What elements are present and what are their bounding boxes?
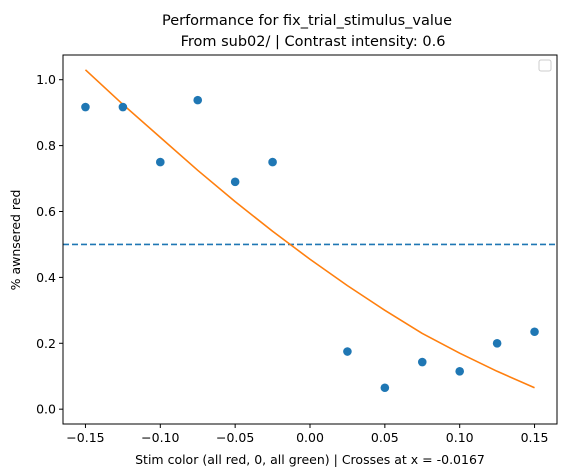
y-tick-label: 0.6	[36, 204, 56, 219]
y-tick-label: 0.0	[36, 402, 56, 417]
y-tick-label: 0.8	[36, 138, 56, 153]
x-tick-label: −0.10	[141, 430, 179, 445]
data-point	[492, 338, 502, 348]
data-point	[118, 102, 128, 112]
data-point	[380, 383, 390, 393]
data-point	[193, 95, 203, 105]
data-point	[455, 366, 464, 376]
plot-frame	[62, 54, 558, 425]
plot-area	[63, 69, 557, 393]
y-axis: 0.0 0.2 0.4 0.6 0.8 1.0	[36, 72, 63, 417]
data-point	[156, 157, 165, 167]
x-axis-label: Stim color (all red, 0, all green) | Cro…	[135, 452, 485, 467]
fit-curve	[84, 69, 535, 389]
x-axis: −0.15 −0.10 −0.05 0.00 0.05 0.10 0.15	[66, 424, 548, 445]
y-tick-label: 0.2	[36, 336, 56, 351]
y-axis-label: % awnsered red	[8, 190, 23, 291]
data-point	[81, 102, 90, 112]
x-tick-label: 0.00	[296, 430, 324, 445]
chart-title: Performance for fix_trial_stimulus_value	[162, 13, 452, 29]
legend-box	[538, 59, 552, 72]
chart-subtitle: From sub02/ | Contrast intensity: 0.6	[181, 34, 446, 50]
x-tick-label: −0.05	[216, 430, 254, 445]
x-tick-label: 0.15	[521, 430, 549, 445]
data-point	[268, 157, 277, 167]
data-point	[343, 347, 352, 356]
y-tick-label: 1.0	[36, 72, 56, 87]
x-tick-label: 0.10	[446, 430, 474, 445]
y-tick-label: 0.4	[36, 270, 56, 285]
data-point	[230, 177, 240, 187]
data-point	[417, 357, 427, 367]
data-point	[530, 327, 539, 337]
x-tick-label: −0.15	[66, 430, 104, 445]
x-tick-label: 0.05	[371, 430, 399, 445]
